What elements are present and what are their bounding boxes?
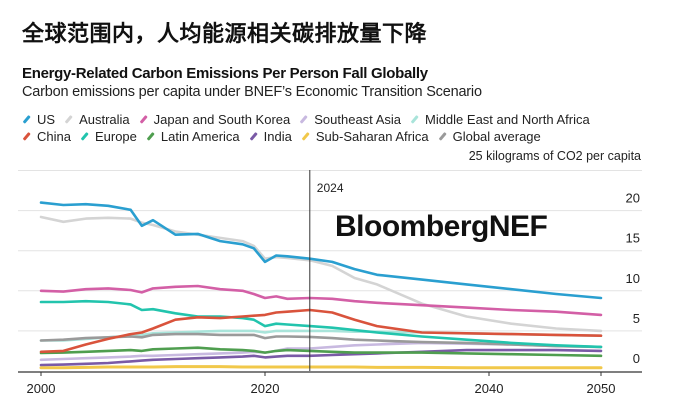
legend-label: US	[37, 112, 56, 127]
axes: 0 5 10 15 20 2024 2000 2020 2040 2050	[18, 170, 642, 396]
legend-item: Europe	[80, 128, 137, 145]
y-tick-label: 5	[633, 311, 640, 326]
y-tick-label: 15	[626, 231, 640, 246]
series-line-sub-saharan-africa	[39, 365, 603, 370]
year-marker-label: 2024	[317, 181, 344, 195]
legend-item: Japan and South Korea	[139, 111, 291, 128]
legend-item: US	[22, 111, 55, 128]
series-line-china	[39, 308, 603, 354]
legend-label: Sub-Saharan Africa	[315, 129, 429, 144]
x-tick-label: 2020	[251, 381, 280, 396]
legend-item: Southeast Asia	[299, 111, 401, 128]
legend-label: Latin America	[160, 129, 240, 144]
y-tick-label: 10	[626, 271, 640, 286]
legend-item: China	[22, 128, 71, 145]
bloombergnef-watermark: BloombergNEF	[335, 210, 548, 243]
legend-row-2: China Europe Latin America India Sub-Saharan…	[22, 128, 662, 145]
x-tick-label: 2050	[587, 381, 616, 396]
y-axis-unit-label: 25 kilograms of CO2 per capita	[468, 149, 641, 163]
x-tick-label: 2040	[475, 381, 504, 396]
legend-label: Middle East and North Africa	[424, 112, 590, 127]
series-line-global-average	[39, 332, 603, 349]
chart-title: Energy-Related Carbon Emissions Per Pers…	[22, 65, 428, 82]
legend-label: India	[263, 129, 292, 144]
legend-label: Europe	[94, 129, 137, 144]
legend: US Australia Japan and South Korea Southeas…	[22, 111, 662, 145]
legend-label: Southeast Asia	[314, 112, 401, 127]
legend-label: Japan and South Korea	[153, 112, 291, 127]
legend-label: China	[37, 129, 71, 144]
legend-label: Australia	[79, 112, 130, 127]
legend-item: Latin America	[146, 128, 240, 145]
series-lines	[39, 201, 603, 370]
legend-item: India	[249, 128, 292, 145]
chinese-headline: 全球范围内，人均能源相关碳排放量下降	[22, 22, 428, 47]
series-line-us	[39, 201, 603, 300]
legend-row-1: US Australia Japan and South Korea Southeas…	[22, 111, 662, 128]
series-line-latin-america	[39, 346, 603, 358]
x-tick-label: 2000	[27, 381, 56, 396]
series-line-europe	[39, 299, 603, 349]
y-tick-label: 0	[633, 351, 640, 366]
y-tick-label: 20	[626, 191, 640, 206]
legend-label: Global average	[452, 129, 541, 144]
chart-subtitle: Carbon emissions per capita under BNEF’s…	[22, 84, 482, 100]
legend-item: Sub-Saharan Africa	[301, 128, 429, 145]
legend-item: Middle East and North Africa	[410, 111, 590, 128]
legend-item: Australia	[64, 111, 130, 128]
series-line-japan-and-south-korea	[39, 284, 603, 317]
legend-item: Global average	[438, 128, 541, 145]
